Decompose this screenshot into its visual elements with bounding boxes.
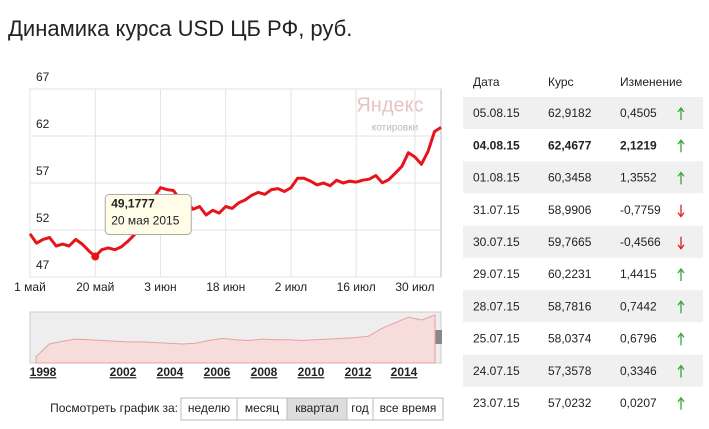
table-cell: 0,6796 [620,332,657,346]
tooltip-value: 49,1777 [111,197,155,211]
period-button-label[interactable]: месяц [245,401,279,415]
table-row-bg [463,97,703,129]
table-header: Изменение [620,75,683,89]
table-cell: 57,0232 [548,396,592,410]
y-tick-label: 67 [36,70,50,84]
table-row-bg [463,290,703,323]
period-button-label[interactable]: год [351,401,369,415]
change-arrow [677,364,685,378]
table-cell: 0,4505 [620,106,657,120]
table-cell: 01.08.15 [473,171,520,185]
table-header: Дата [473,75,500,89]
navigator-label: 2008 [251,365,278,379]
table-cell: 58,9906 [548,203,592,217]
change-arrow [677,204,685,218]
period-button-label[interactable]: неделю [188,401,230,415]
table-cell: 05.08.15 [473,106,520,120]
table-row-bg [463,225,703,258]
table-cell: 0,7442 [620,299,657,313]
table-cell: 25.07.15 [473,332,520,346]
x-tick-label: 30 июл [395,280,434,294]
table-row-bg [463,354,703,387]
tooltip-date: 20 мая 2015 [111,214,179,228]
period-label: Посмотреть график за: [50,401,178,415]
x-tick-label: 20 май [76,280,114,294]
navigator-label: 2012 [345,365,372,379]
table-cell: 62,9182 [548,106,592,120]
change-arrow [677,139,685,153]
y-tick-label: 47 [36,258,50,272]
navigator-label: 2014 [391,365,418,379]
watermark-brand: Яндекс [356,94,423,116]
table-cell: 1,4415 [620,267,657,281]
table-cell: 24.07.15 [473,364,520,378]
x-tick-label: 18 июн [206,280,245,294]
table-cell: 2,1219 [620,138,657,152]
table-cell: 57,3578 [548,364,592,378]
navigator-label: 2010 [298,365,325,379]
line-series [28,126,442,258]
navigator-label: 2006 [204,365,231,379]
change-arrow [677,236,685,250]
x-tick-label: 16 июл [337,280,376,294]
table-cell: 59,7665 [548,235,592,249]
x-tick-label: 3 июн [144,280,176,294]
table-cell: 1,3552 [620,171,657,185]
table-cell: 29.07.15 [473,267,520,281]
navigator-handle[interactable] [432,330,442,344]
table-cell: 30.07.15 [473,235,520,249]
x-tick-label: 1 май [14,280,46,294]
table-cell: 04.08.15 [473,138,520,152]
table-cell: 58,0374 [548,332,592,346]
table-header: Курс [548,75,574,89]
table-cell: 60,2231 [548,267,592,281]
period-button-label[interactable]: все время [380,401,437,415]
table-cell: 62,4677 [548,138,592,152]
table-cell: 23.07.15 [473,396,520,410]
watermark-caption: котировки [372,123,418,134]
change-arrow [677,300,685,314]
change-arrow [677,171,685,185]
y-tick-label: 57 [36,164,50,178]
x-tick-label: 2 июл [275,280,307,294]
y-tick-label: 62 [36,117,50,131]
table-cell: 58,7816 [548,299,592,313]
page-title: Динамика курса USD ЦБ РФ, руб. [8,16,352,41]
table-cell: 60,3458 [548,171,592,185]
change-arrow [677,267,685,281]
table-cell: -0,4566 [620,235,661,249]
table-cell: 0,3346 [620,364,657,378]
navigator-label: 1998 [30,365,57,379]
period-button-label[interactable]: квартал [295,401,339,415]
table-cell: -0,7759 [620,203,661,217]
table-cell: 31.07.15 [473,203,520,217]
change-arrow [677,332,685,346]
table-cell: 0,0207 [620,396,657,410]
y-tick-label: 52 [36,211,50,225]
change-arrow [677,396,685,410]
navigator-label: 2002 [110,365,137,379]
period-button[interactable] [372,397,444,421]
table-cell: 28.07.15 [473,299,520,313]
table-row-bg [463,161,703,194]
navigator-label: 2004 [157,365,184,379]
tooltip-marker [91,252,100,261]
change-arrow [677,106,685,120]
navigator-area [35,314,436,364]
tooltip [104,194,192,236]
